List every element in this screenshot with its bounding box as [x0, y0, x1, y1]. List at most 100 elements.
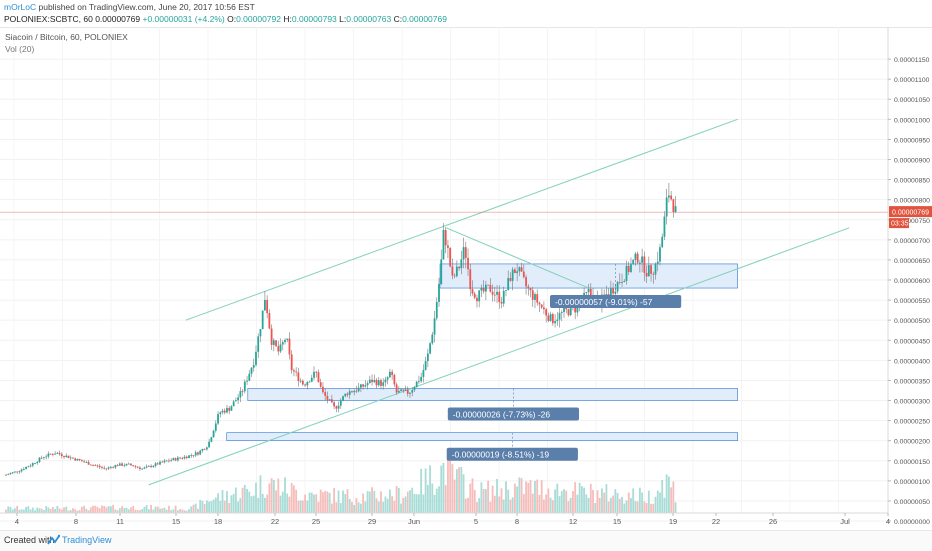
- volume-bar: [139, 510, 141, 513]
- x-tick-label: 8: [515, 517, 519, 526]
- x-tick-label: 12: [569, 517, 577, 526]
- volume-bar: [31, 507, 34, 513]
- countdown-badge: [889, 218, 909, 229]
- candle-body: [147, 465, 150, 467]
- candle-body: [281, 342, 284, 345]
- candle-body: [161, 461, 164, 463]
- y-tick-label: 0.00000250: [894, 419, 930, 426]
- candle-body: [101, 467, 103, 468]
- trend-line-wedge[interactable]: [446, 227, 589, 289]
- volume-bar: [29, 509, 32, 513]
- volume-bar: [51, 507, 54, 513]
- x-axis[interactable]: 4 8 11 15 18 22 25 29 Jun 5 8 12 15 19 22 26 Jul 4: [0, 512, 890, 526]
- measure-zones[interactable]: [226, 263, 738, 441]
- candle-body: [467, 257, 469, 270]
- volume-bar: [45, 506, 48, 513]
- volume-bar: [279, 495, 282, 513]
- candle-body: [520, 267, 523, 272]
- volume-bar: [444, 485, 447, 513]
- volume-bar: [313, 494, 315, 513]
- tradingview-brand[interactable]: TradingView: [62, 535, 112, 545]
- candle-body: [272, 340, 275, 345]
- candle-body: [500, 302, 503, 304]
- candle-body: [464, 247, 467, 258]
- candle-body: [668, 195, 670, 198]
- candle-body: [516, 271, 519, 274]
- volume-bar: [255, 482, 257, 513]
- volume-bar: [147, 509, 150, 513]
- volume-bar: [574, 482, 577, 513]
- volume-bar: [72, 508, 74, 513]
- volume-bar: [324, 491, 327, 513]
- y-tick-label: 0.00000850: [894, 178, 930, 185]
- volume-bar: [230, 495, 233, 513]
- candle-body: [422, 370, 425, 377]
- candle-body: [650, 265, 652, 274]
- measure-zone[interactable]: [226, 432, 738, 441]
- volume-bar: [132, 505, 135, 513]
- close-label: C:: [393, 14, 403, 24]
- volume-bar: [275, 490, 277, 513]
- author-link[interactable]: mOrLoC: [4, 2, 37, 12]
- y-tick-label: 0.00001050: [894, 97, 930, 104]
- candle-body: [636, 253, 639, 263]
- candle-body: [270, 328, 273, 345]
- candle-body: [449, 247, 452, 267]
- volume-bar: [522, 494, 525, 513]
- candle-body: [585, 291, 588, 293]
- candle-body: [409, 392, 411, 394]
- volume-bar: [188, 509, 190, 513]
- candle-body: [163, 460, 166, 463]
- candle-body: [219, 412, 222, 415]
- trend-line-upper[interactable]: [185, 118, 738, 321]
- measure-label-text: -0.00000026 (-7.73%) -26: [453, 410, 551, 420]
- candle-body: [89, 464, 92, 466]
- volume-bar: [326, 491, 329, 513]
- volume-bar: [429, 465, 431, 513]
- candle-body: [226, 407, 228, 413]
- volume-bar: [152, 509, 155, 513]
- candle-body: [36, 461, 39, 464]
- volume-bar: [630, 498, 632, 513]
- measure-zone[interactable]: [247, 388, 738, 401]
- trend-line-lower[interactable]: [148, 227, 850, 486]
- candle-body: [339, 400, 342, 406]
- measure-label-box: [446, 447, 578, 461]
- volume-bar: [232, 493, 235, 513]
- y-axis[interactable]: 0.00001150 0.00001100 0.00001050 0.00001000…: [887, 27, 932, 526]
- y-tick-label: 0.00000500: [894, 318, 930, 325]
- volume-bar: [612, 495, 615, 513]
- candle-body: [197, 452, 199, 455]
- volume-bar: [368, 491, 371, 513]
- candle-body: [304, 384, 306, 386]
- candle-body: [72, 457, 74, 459]
- tradingview-logo-icon: [47, 534, 60, 545]
- volume-bar: [471, 478, 474, 513]
- volume-bar: [375, 498, 378, 513]
- candle-body: [402, 389, 405, 391]
- chart-frame[interactable]: [0, 27, 932, 529]
- candle-body: [103, 467, 106, 469]
- candle-body: [248, 373, 251, 381]
- volume-bar: [389, 489, 391, 513]
- volume-bar: [556, 483, 559, 513]
- volume-bar: [136, 510, 139, 513]
- volume-bar: [447, 452, 449, 513]
- y-tick-label: 0.00000600: [894, 278, 930, 285]
- candle-body: [397, 390, 400, 393]
- candle-body: [511, 269, 514, 281]
- price-chart[interactable]: -0.00000057 (-9.01%) -57 -0.00000026 (-7.…: [0, 27, 932, 528]
- candle-body: [413, 387, 416, 391]
- candle-body: [170, 460, 173, 461]
- candle-body: [534, 294, 536, 300]
- volume-bar: [605, 484, 608, 513]
- candle-body: [43, 457, 45, 459]
- candle-body: [375, 380, 378, 386]
- candle-body: [502, 290, 505, 304]
- volume-bar: [668, 476, 670, 513]
- candle-body: [431, 334, 434, 344]
- candle-body: [145, 466, 148, 468]
- close-value: 0.00000769: [402, 14, 447, 24]
- trend-lines[interactable]: [148, 118, 850, 486]
- volume-bar: [351, 501, 353, 513]
